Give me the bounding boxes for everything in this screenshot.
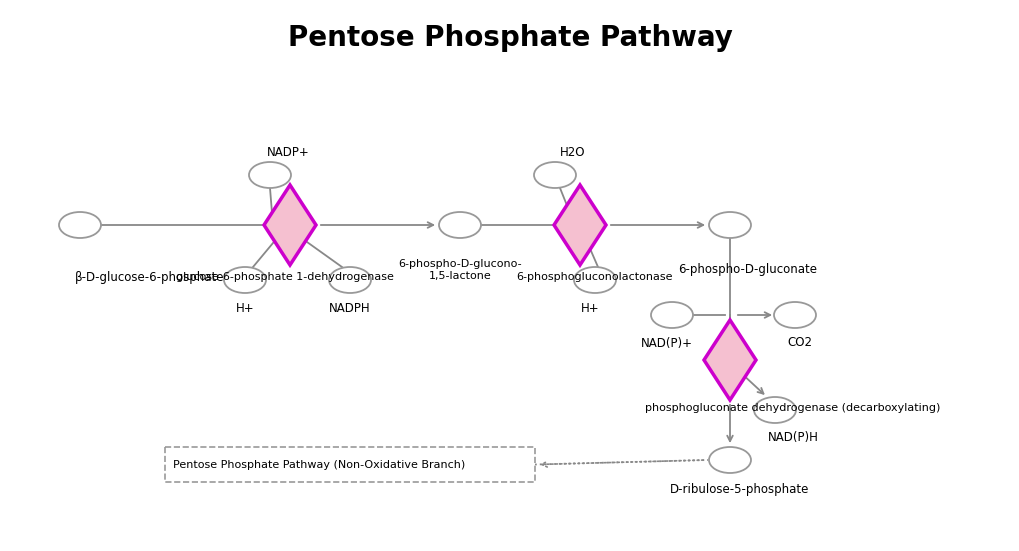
Ellipse shape [534, 162, 576, 188]
Ellipse shape [650, 302, 692, 328]
Bar [165, 447, 535, 482]
Ellipse shape [438, 212, 481, 238]
Ellipse shape [574, 267, 615, 293]
Text: NAD(P)+: NAD(P)+ [640, 337, 692, 349]
Text: 6-phospho-D-glucono-
1,5-lactone: 6-phospho-D-glucono- 1,5-lactone [397, 259, 522, 281]
Text: 6-phosphogluconolactonase: 6-phosphogluconolactonase [517, 272, 673, 282]
Text: Pentose Phosphate Pathway: Pentose Phosphate Pathway [287, 24, 732, 52]
Ellipse shape [224, 267, 266, 293]
Text: D-ribulose-5-phosphate: D-ribulose-5-phosphate [669, 483, 809, 496]
Ellipse shape [249, 162, 290, 188]
Ellipse shape [773, 302, 815, 328]
Polygon shape [553, 185, 605, 265]
Text: NAD(P)H: NAD(P)H [767, 431, 817, 445]
Polygon shape [703, 320, 755, 400]
Ellipse shape [753, 397, 795, 423]
Text: H+: H+ [235, 301, 254, 315]
Ellipse shape [708, 447, 750, 473]
Text: NADP+: NADP+ [266, 147, 309, 159]
Text: H2O: H2O [559, 147, 585, 159]
Text: 6-phospho-D-gluconate: 6-phospho-D-gluconate [678, 263, 816, 277]
Ellipse shape [329, 267, 371, 293]
Text: glucose-6-phosphate 1-dehydrogenase: glucose-6-phosphate 1-dehydrogenase [176, 272, 393, 282]
Ellipse shape [708, 212, 750, 238]
Text: CO2: CO2 [787, 337, 812, 349]
Text: Pentose Phosphate Pathway (Non-Oxidative Branch): Pentose Phosphate Pathway (Non-Oxidative… [173, 460, 465, 469]
Text: NADPH: NADPH [329, 301, 371, 315]
Polygon shape [264, 185, 316, 265]
Text: H+: H+ [580, 301, 599, 315]
Text: β-D-glucose-6-phosphate: β-D-glucose-6-phosphate [75, 271, 224, 284]
Text: phosphogluconate dehydrogenase (decarboxylating): phosphogluconate dehydrogenase (decarbox… [644, 403, 940, 413]
Ellipse shape [59, 212, 101, 238]
